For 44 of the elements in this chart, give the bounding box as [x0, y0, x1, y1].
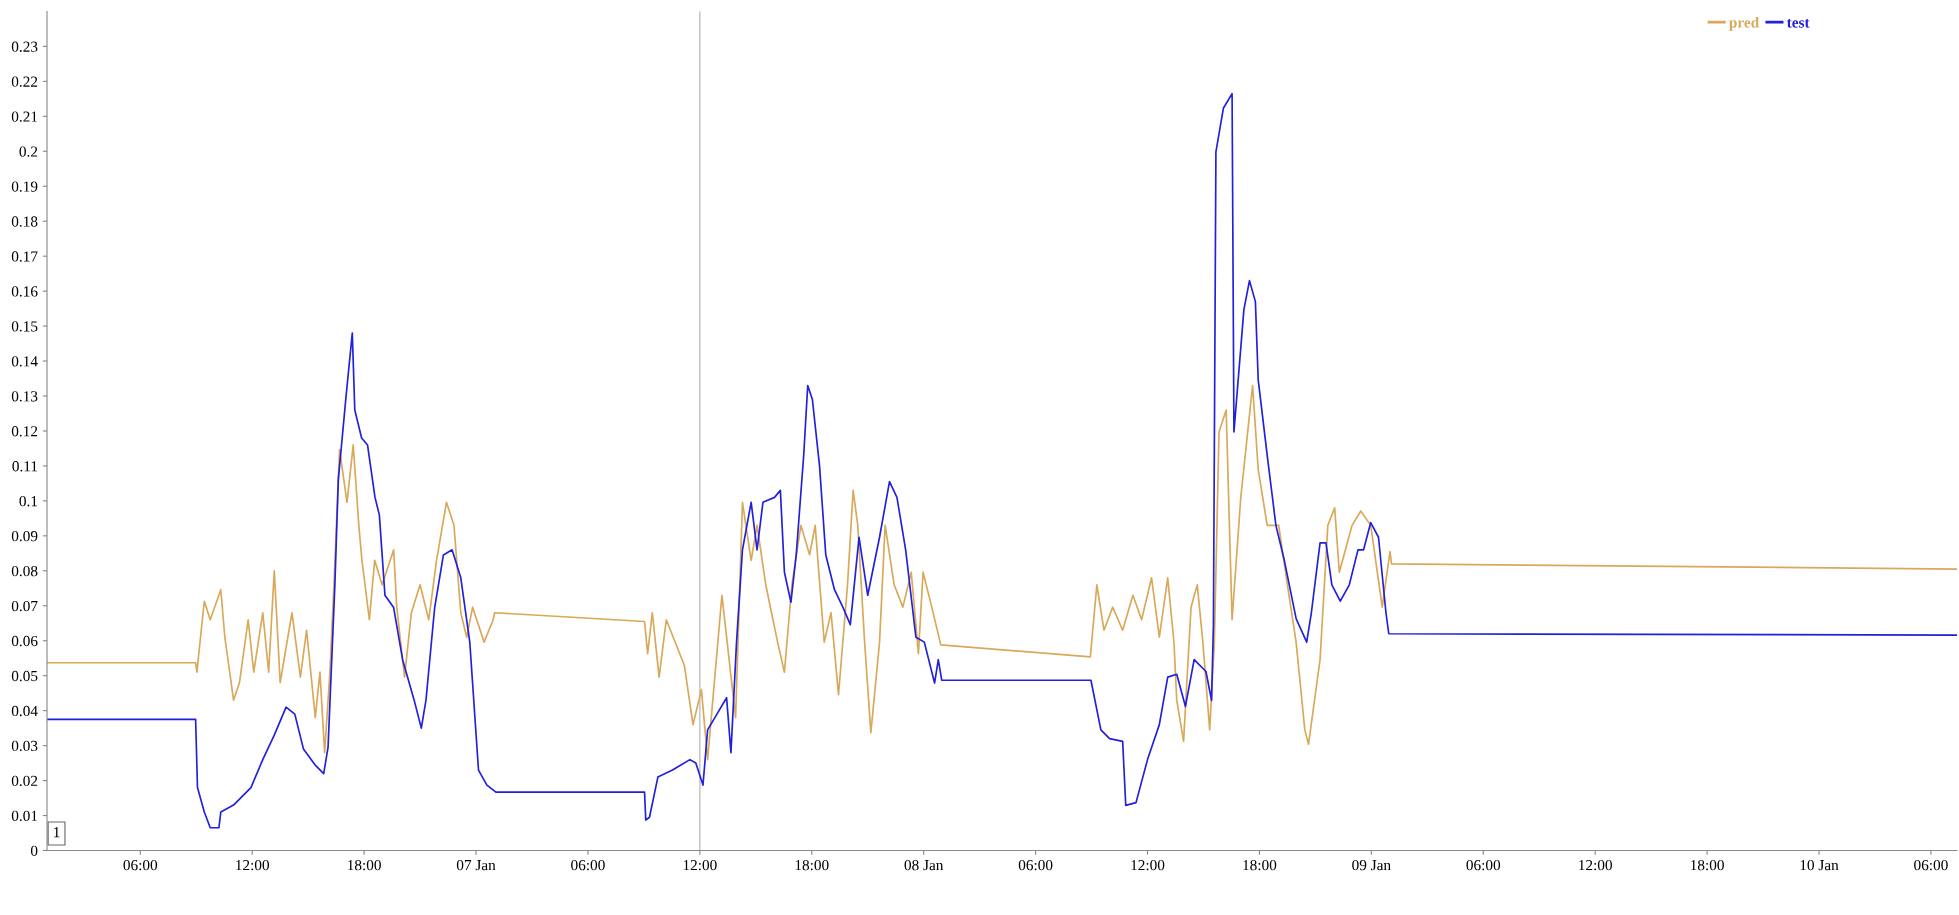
y-tick-label: 0.13 — [11, 391, 38, 402]
y-tick-label: 0.18 — [11, 216, 38, 227]
y-tick-label: 0.19 — [11, 181, 38, 192]
x-tick-label: 12:00 — [236, 859, 270, 871]
y-tick-label: 0.06 — [11, 635, 38, 647]
x-tick-label: 06:00 — [571, 859, 605, 871]
y-tick-label: 0.08 — [11, 565, 38, 577]
x-tick-label: 18:00 — [348, 859, 381, 871]
x-tick-label: 18:00 — [795, 859, 829, 871]
y-tick-label: 0 — [30, 845, 38, 856]
y-tick-label: 0.04 — [11, 705, 38, 717]
y-tick-label: 0.02 — [11, 775, 38, 787]
y-tick-label: 0.14 — [11, 356, 38, 367]
y-tick-label: 0.11 — [12, 461, 38, 472]
y-tick-label: 0.2 — [19, 146, 38, 157]
y-tick-label: 0.21 — [11, 111, 38, 122]
x-tick-label: 12:00 — [1579, 859, 1612, 871]
x-tick-label: 10 Jan — [1800, 859, 1839, 871]
y-tick-label: 0.1 — [19, 496, 38, 507]
y-tick-label: 0.17 — [11, 251, 38, 262]
y-tick-label: 0.16 — [11, 286, 38, 297]
x-tick-label: 12:00 — [1131, 859, 1165, 871]
x-tick-label: 06:00 — [1466, 859, 1501, 871]
x-tick-label: 06:00 — [1018, 859, 1053, 871]
y-tick-label: 0.12 — [11, 426, 38, 437]
x-tick-label: 12:00 — [683, 859, 717, 871]
y-tick-label: 0.15 — [11, 321, 38, 332]
legend-label: test — [1786, 18, 1810, 28]
annotation: 1 — [54, 827, 60, 838]
y-tick-label: 0.22 — [11, 76, 38, 87]
x-tick-label: 09 Jan — [1352, 859, 1391, 871]
y-tick-label: 0.09 — [11, 530, 38, 542]
y-tick-label: 0.03 — [11, 740, 38, 752]
x-tick-label: 08 Jan — [904, 859, 944, 871]
x-tick-label: 06:00 — [1914, 859, 1948, 871]
y-tick-label: 0.07 — [11, 600, 38, 612]
y-tick-label: 0.05 — [11, 670, 38, 682]
legend-label: pred — [1729, 16, 1760, 31]
x-tick-label: 18:00 — [1243, 859, 1277, 871]
y-tick-label: 0.23 — [11, 41, 38, 52]
x-tick-label: 18:00 — [1691, 859, 1724, 871]
x-tick-label: 07 Jan — [456, 859, 496, 871]
x-tick-label: 06:00 — [123, 859, 158, 871]
y-tick-label: 0.01 — [11, 810, 38, 822]
